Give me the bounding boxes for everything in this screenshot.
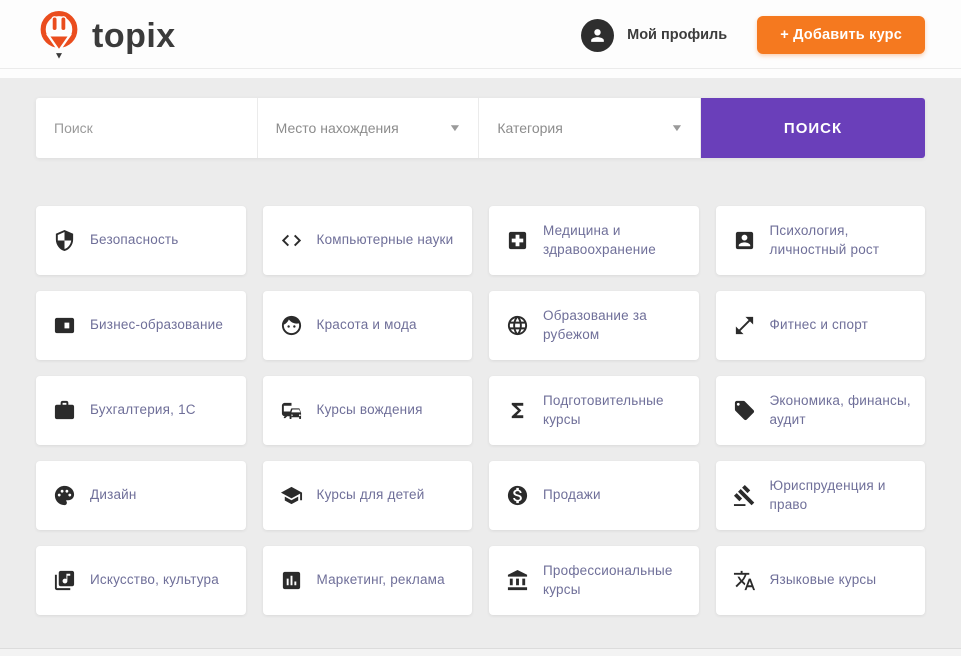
car-icon: [280, 399, 303, 422]
category-card[interactable]: Образование за рубежом: [489, 291, 699, 360]
category-card[interactable]: Красота и мода: [262, 291, 472, 360]
category-card[interactable]: Продажи: [489, 461, 699, 530]
category-label: Безопасность: [90, 232, 179, 248]
logo-pencil-pin-icon: [36, 7, 82, 66]
category-label: Курсы вождения: [316, 402, 423, 418]
category-card[interactable]: Медицина и здравоохранение: [489, 206, 699, 275]
category-label: Экономика, финансы, аудит: [769, 393, 911, 427]
fitness-arrows-icon: [733, 314, 756, 337]
dollar-icon: [506, 484, 529, 507]
shield-icon: [53, 229, 76, 252]
logo-text: topix: [92, 16, 176, 55]
category-label: Курсы для детей: [316, 487, 425, 503]
bar-chart-icon: [280, 569, 303, 592]
category-card[interactable]: Безопасность: [36, 206, 246, 275]
logo[interactable]: topix: [36, 7, 176, 66]
code-icon: [280, 229, 303, 252]
price-tag-icon: [733, 399, 756, 422]
category-card[interactable]: Профессиональные курсы: [489, 546, 699, 615]
category-grid: Безопасность Компьютерные науки Медицина и…: [36, 206, 925, 615]
category-card[interactable]: Курсы вождения: [262, 376, 472, 445]
category-card[interactable]: Языковые курсы: [715, 546, 925, 615]
category-label: Подготовительные курсы: [543, 393, 664, 427]
location-select[interactable]: Место нахождения ▼: [258, 98, 480, 158]
category-label: Юриспруденция и право: [769, 478, 886, 512]
search-bar: Место нахождения ▼ Категория ▼ ПОИСК: [36, 98, 926, 158]
business-card-icon: [53, 314, 76, 337]
category-label: Бизнес-образование: [90, 317, 224, 333]
briefcase-icon: [53, 399, 76, 422]
category-label: Компьютерные науки: [316, 232, 454, 248]
category-select[interactable]: Категория ▼: [479, 98, 702, 158]
category-label: Языковые курсы: [769, 572, 877, 588]
medical-cross-icon: [506, 229, 529, 252]
sigma-icon: [506, 399, 529, 422]
search-button[interactable]: ПОИСК: [701, 98, 926, 158]
face-icon: [280, 314, 303, 337]
category-card[interactable]: Искусство, культура: [36, 546, 246, 615]
category-card[interactable]: Курсы для детей: [262, 461, 472, 530]
category-label: Дизайн: [90, 487, 137, 503]
footer-strip: [0, 648, 961, 656]
category-label: Продажи: [543, 487, 601, 503]
search-field-wrap: [36, 98, 258, 158]
category-card[interactable]: Фитнес и спорт: [715, 291, 925, 360]
palette-icon: [53, 484, 76, 507]
category-label: Образование за рубежом: [543, 308, 647, 342]
category-card[interactable]: Маркетинг, реклама: [262, 546, 472, 615]
gavel-icon: [733, 484, 756, 507]
chevron-down-icon: ▼: [448, 122, 463, 134]
category-select-label: Категория: [497, 120, 563, 136]
avatar: [581, 18, 615, 52]
header: topix Мой профиль + Добавить курс: [0, 0, 961, 78]
bank-icon: [506, 569, 529, 592]
category-label: Медицина и здравоохранение: [543, 223, 656, 257]
category-card[interactable]: Юриспруденция и право: [715, 461, 925, 530]
main-content: Место нахождения ▼ Категория ▼ ПОИСК Без…: [0, 78, 961, 615]
category-card[interactable]: Дизайн: [36, 461, 246, 530]
profile-menu[interactable]: Мой профиль: [581, 18, 728, 52]
category-card[interactable]: Экономика, финансы, аудит: [715, 376, 925, 445]
profile-label: Мой профиль: [627, 27, 728, 43]
graduation-cap-icon: [280, 484, 303, 507]
category-label: Фитнес и спорт: [769, 317, 869, 333]
category-card[interactable]: Компьютерные науки: [262, 206, 472, 275]
category-card[interactable]: Бухгалтерия, 1С: [36, 376, 246, 445]
category-card[interactable]: Бизнес-образование: [36, 291, 246, 360]
category-label: Профессиональные курсы: [543, 563, 673, 597]
category-label: Искусство, культура: [90, 572, 219, 588]
chevron-down-icon: ▼: [670, 122, 684, 134]
music-note-icon: [53, 569, 76, 592]
category-label: Красота и мода: [316, 317, 417, 333]
category-label: Маркетинг, реклама: [316, 572, 445, 588]
globe-icon: [506, 314, 529, 337]
category-card[interactable]: Подготовительные курсы: [489, 376, 699, 445]
add-course-button[interactable]: + Добавить курс: [757, 16, 925, 54]
location-select-label: Место нахождения: [275, 120, 399, 136]
search-input[interactable]: [54, 120, 239, 136]
category-label: Бухгалтерия, 1С: [90, 402, 196, 418]
translate-icon: [733, 569, 756, 592]
person-card-icon: [733, 229, 756, 252]
category-card[interactable]: Психология, личностный рост: [715, 206, 925, 275]
category-label: Психология, личностный рост: [769, 223, 880, 257]
